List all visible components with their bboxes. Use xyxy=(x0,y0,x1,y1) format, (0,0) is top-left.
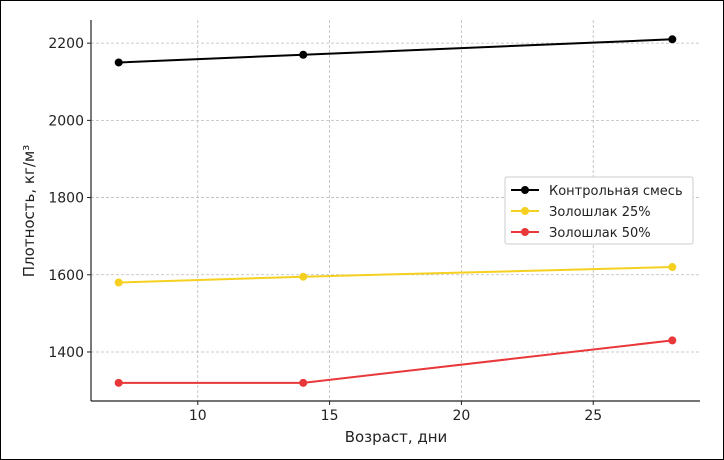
series-lines xyxy=(114,35,677,387)
grid xyxy=(91,20,700,401)
y-tick-label: 2000 xyxy=(48,113,84,129)
data-point xyxy=(114,378,123,387)
data-point xyxy=(299,272,308,281)
legend-label: Контрольная смесь xyxy=(549,184,683,199)
data-point xyxy=(299,378,308,387)
legend-label: Золошлак 50% xyxy=(549,226,651,241)
x-tick-label: 10 xyxy=(189,408,207,424)
x-tick-label: 25 xyxy=(584,408,602,424)
legend-label: Золошлак 25% xyxy=(549,205,651,220)
data-point xyxy=(668,263,677,272)
y-tick-label: 1400 xyxy=(48,345,84,361)
y-tick-label: 2200 xyxy=(48,36,84,52)
data-point xyxy=(299,50,308,59)
x-axis-label: Возраст, дни xyxy=(345,428,448,446)
legend-marker xyxy=(521,228,529,236)
legend-marker xyxy=(521,207,529,215)
y-tick-label: 1600 xyxy=(48,268,84,284)
legend-marker xyxy=(521,186,529,194)
y-axis-label: Плотность, кг/м³ xyxy=(20,145,38,277)
legend: Контрольная смесь Золошлак 25% Золошлак 50… xyxy=(504,176,694,245)
ticks: 10 15 20 25 1400 1600 1800 2000 2200 xyxy=(48,36,602,424)
x-tick-label: 20 xyxy=(452,408,470,424)
data-point xyxy=(668,35,677,44)
data-point xyxy=(114,278,123,287)
y-tick-label: 1800 xyxy=(48,191,84,207)
data-point xyxy=(114,58,123,67)
x-tick-label: 15 xyxy=(321,408,339,424)
series-line xyxy=(118,339,673,384)
data-point xyxy=(668,336,677,345)
